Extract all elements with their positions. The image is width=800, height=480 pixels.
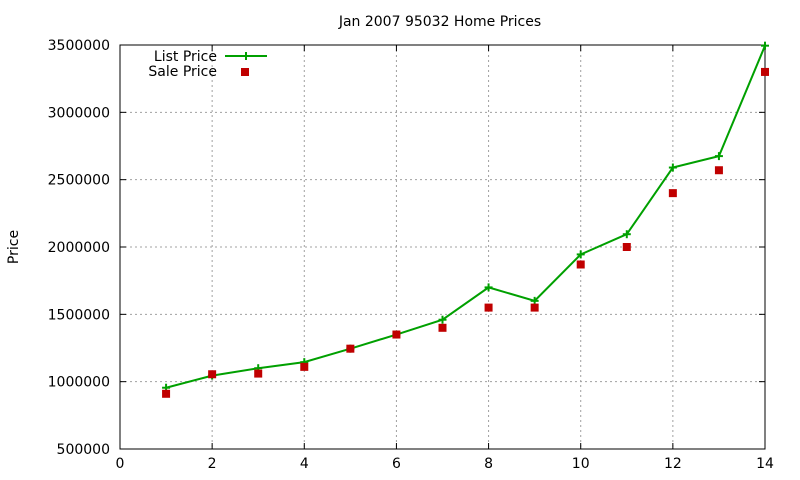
data-point-sale-price (438, 323, 447, 332)
data-point-sale-price (530, 303, 539, 312)
data-point-list-price (622, 230, 631, 239)
chart-title: Jan 2007 95032 Home Prices (338, 14, 541, 30)
data-point-sale-price (761, 67, 769, 76)
y-axis-label: Price (6, 230, 22, 264)
data-point-sale-price (484, 303, 493, 312)
x-tick-labels: 0 2 4 6 8 10 12 14 (116, 456, 774, 472)
x-tick-label: 14 (756, 456, 774, 472)
data-point-list-price (761, 41, 769, 50)
x-tick-label: 4 (300, 456, 309, 472)
data-point-list-price (714, 152, 723, 161)
y-tick-labels: 500000 1000000 1500000 2000000 2500000 300000… (48, 38, 110, 458)
data-point-sale-price (346, 344, 355, 353)
legend-plus-marker (242, 52, 250, 60)
y-tick-label: 500000 (57, 442, 110, 458)
series (162, 41, 769, 398)
legend: List Price Sale Price (148, 49, 267, 80)
legend-label-list-price: List Price (154, 49, 217, 65)
x-tick-label: 10 (572, 456, 590, 472)
data-point-sale-price (668, 189, 677, 198)
data-point-list-price (530, 296, 539, 305)
x-tick-label: 6 (392, 456, 401, 472)
x-tick-label: 0 (116, 456, 125, 472)
legend-swatch-sale-price (241, 68, 249, 76)
data-point-sale-price (162, 389, 171, 398)
data-point-sale-price (300, 362, 309, 371)
data-point-list-price (438, 315, 447, 324)
x-tick-label: 12 (664, 456, 682, 472)
y-tick-label: 1500000 (48, 307, 110, 323)
legend-marker-list-price (242, 52, 250, 60)
data-point-sale-price (622, 243, 631, 251)
data-point-sale-price (576, 260, 585, 269)
grid (120, 45, 765, 449)
data-point-sale-price (254, 369, 263, 378)
data-point-sale-price (208, 370, 217, 379)
axis-ticks (119, 44, 766, 450)
y-tick-label: 3000000 (48, 105, 110, 121)
data-point-sale-price (714, 166, 723, 175)
data-point-sale-price (392, 330, 401, 339)
data-point-list-price (576, 250, 585, 259)
x-tick-label: 2 (208, 456, 217, 472)
legend-label-sale-price: Sale Price (148, 64, 217, 80)
y-tick-label: 3500000 (48, 38, 110, 54)
series-line-list-price (165, 45, 766, 389)
data-point-list-price (668, 163, 677, 172)
y-tick-label: 2000000 (48, 240, 110, 256)
data-point-list-price (484, 283, 493, 292)
y-tick-label: 2500000 (48, 173, 110, 189)
y-tick-label: 1000000 (48, 375, 110, 391)
x-tick-label: 8 (484, 456, 493, 472)
